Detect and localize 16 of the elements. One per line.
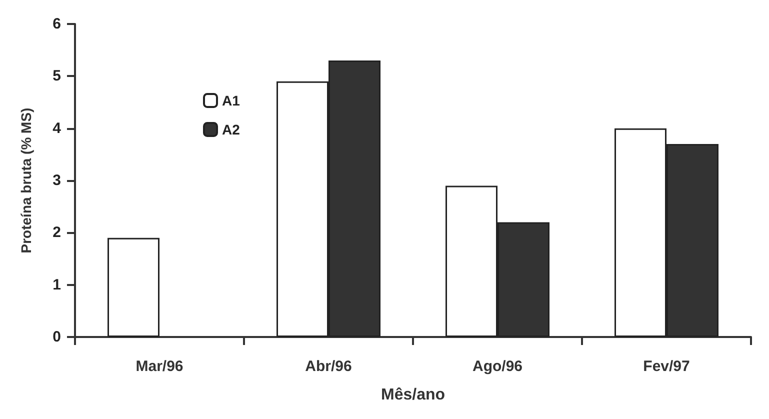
- x-tick-label: Abr/96: [305, 358, 352, 375]
- x-tick-label: Fev/97: [643, 358, 690, 375]
- y-tick-label: 2: [52, 224, 61, 242]
- x-axis-title: Mês/ano: [380, 386, 446, 404]
- legend-label: A2: [222, 122, 240, 138]
- legend-label: A1: [222, 92, 240, 108]
- y-tick-label: 0: [52, 328, 61, 346]
- y-axis-title: Proteína bruta (% MS): [18, 108, 34, 254]
- y-tick-label: 5: [52, 68, 61, 85]
- bar: [108, 238, 160, 337]
- y-tick-label: 6: [52, 16, 61, 32]
- y-tick-label: 1: [52, 276, 61, 294]
- y-tick-label: 4: [52, 120, 62, 137]
- y-tick-label: 3: [52, 172, 61, 189]
- x-tick-label: Mar/96: [136, 358, 184, 375]
- x-tick-label: Ago/96: [472, 358, 523, 375]
